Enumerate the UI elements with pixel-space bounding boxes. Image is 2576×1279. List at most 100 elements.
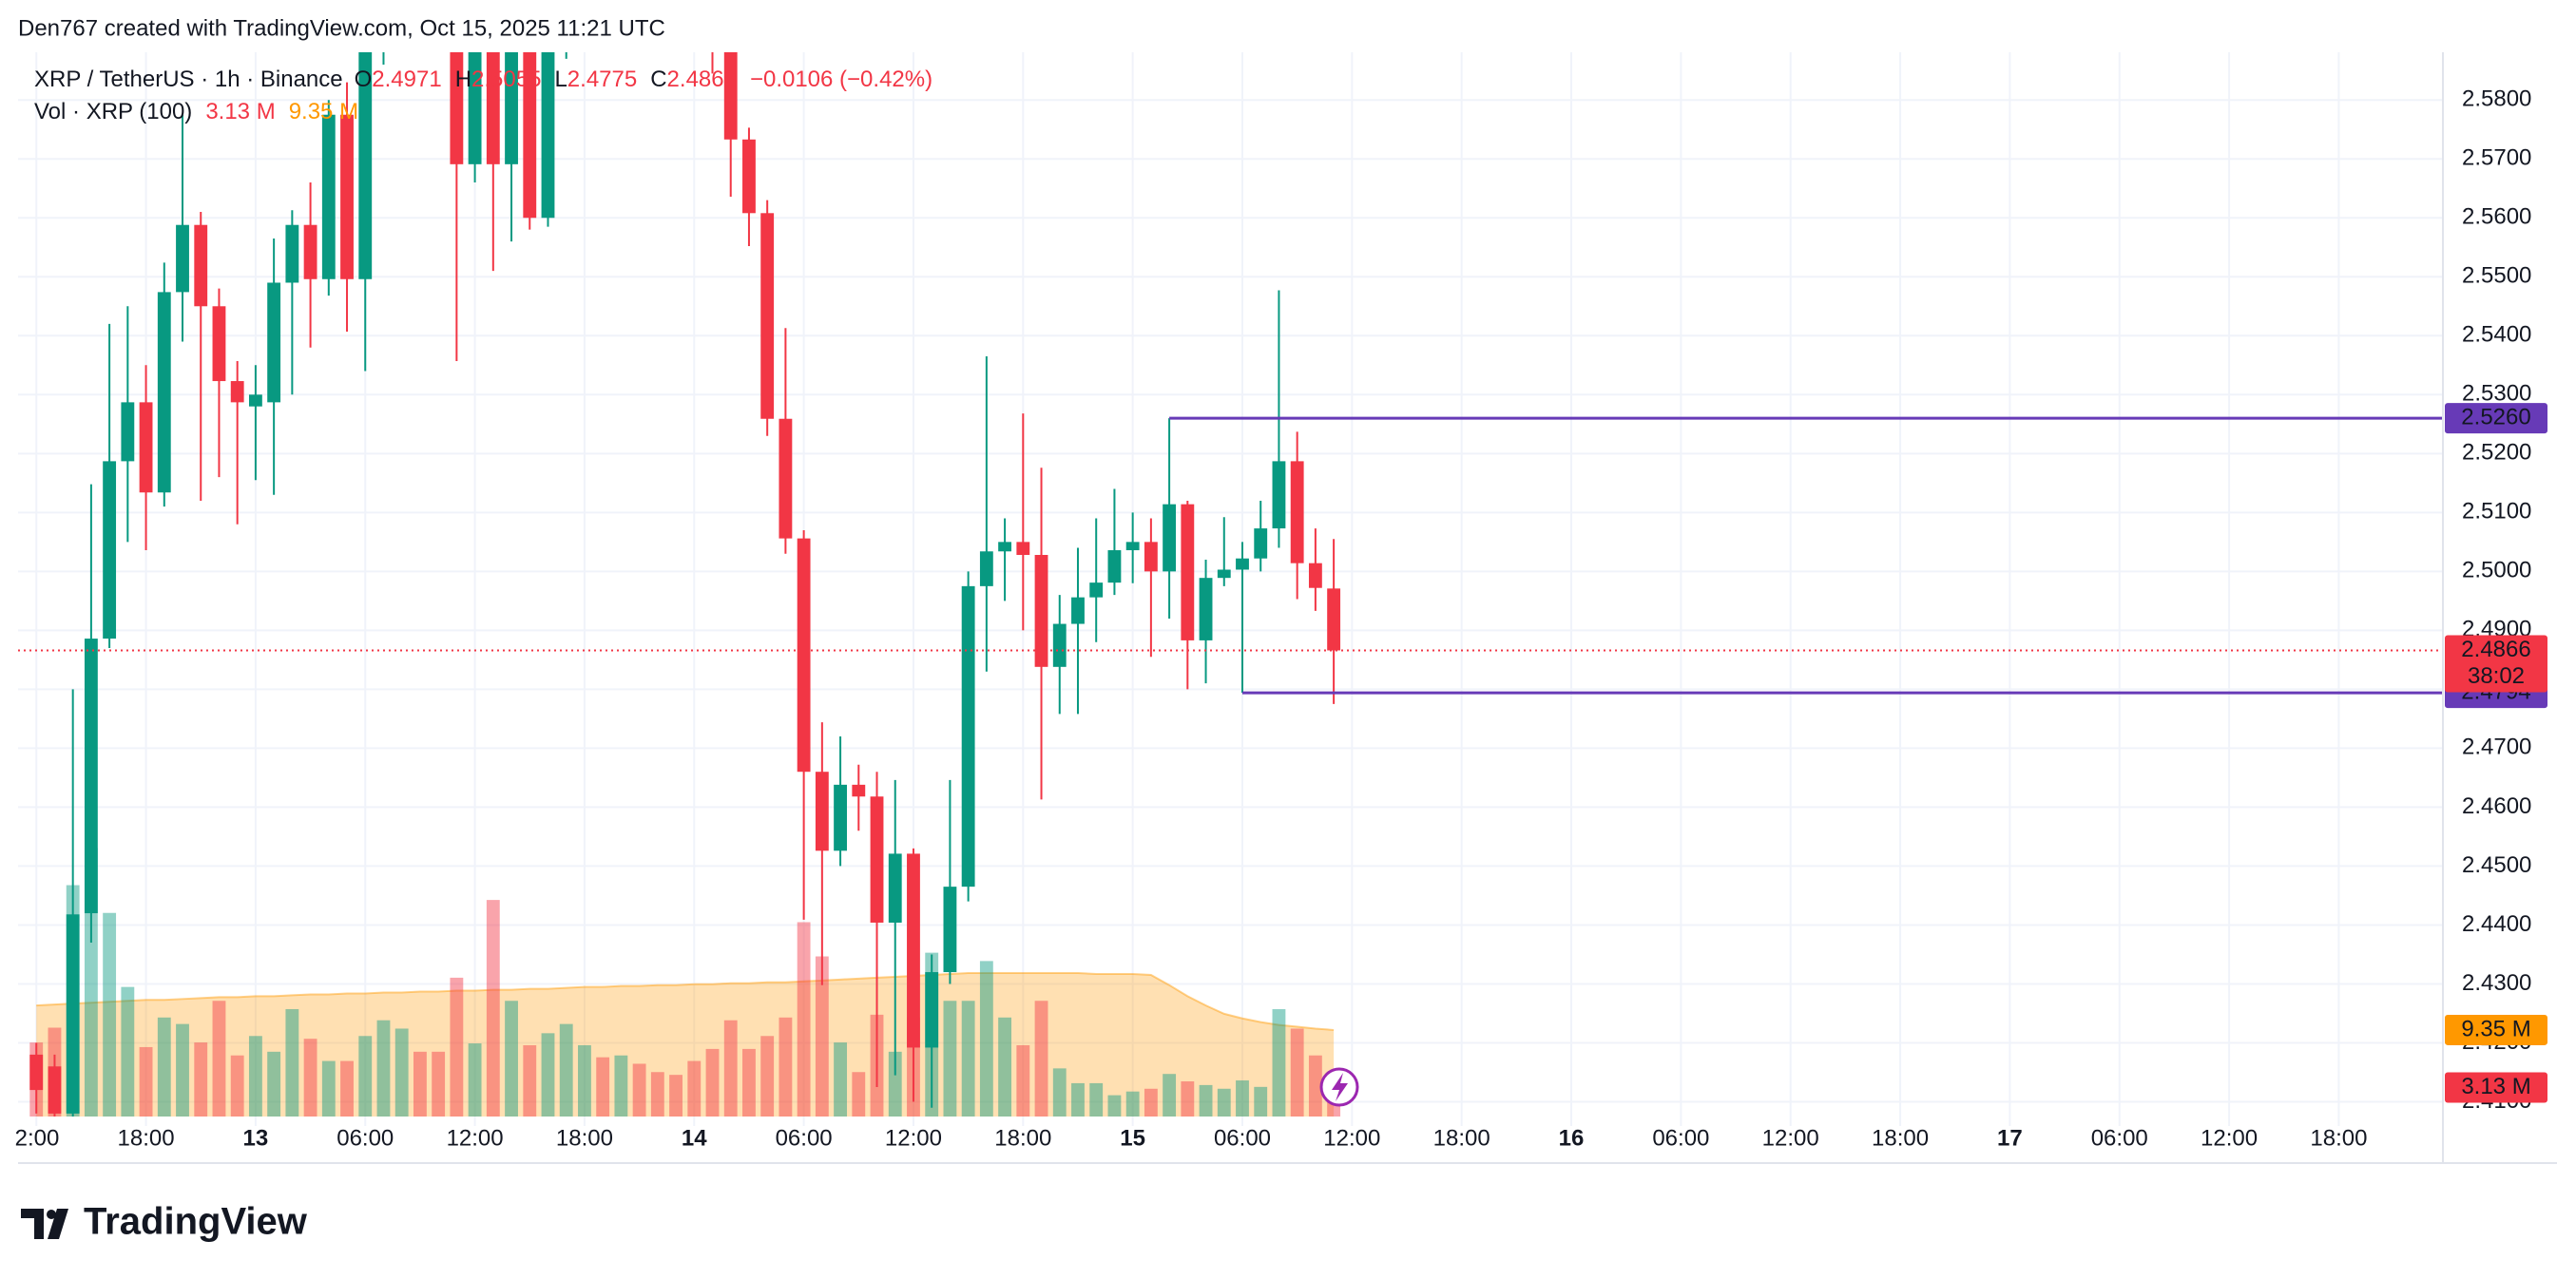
volume-bar: [797, 922, 811, 1117]
candle-body: [1144, 542, 1158, 572]
y-tick-label: 2.4300: [2462, 970, 2531, 996]
candle-body: [157, 292, 171, 493]
x-tick-label: 14: [682, 1125, 707, 1151]
candle-body: [486, 52, 500, 164]
volume-ma-line: [36, 972, 1335, 1031]
candle-body: [925, 972, 939, 1048]
candle-body: [66, 914, 80, 1114]
volume-bar: [139, 1046, 153, 1117]
legend-value: 2.4971: [372, 67, 441, 92]
volume-bar: [1144, 1088, 1158, 1117]
y-tick-label: 2.4600: [2462, 793, 2531, 819]
candle-body: [1308, 563, 1322, 588]
candle-body: [1236, 558, 1249, 570]
candle-body: [230, 381, 244, 403]
candle-body: [1016, 542, 1030, 555]
volume-bar: [212, 1001, 226, 1117]
candle-body: [870, 796, 884, 923]
candle-body: [121, 402, 135, 462]
x-tick-label: 12:00: [2201, 1125, 2258, 1151]
volume-legend-name: Vol · XRP (100): [34, 99, 192, 124]
candle-body: [779, 418, 793, 539]
volume-bar: [376, 1020, 391, 1117]
y-tick-label: 2.5100: [2462, 499, 2531, 525]
volume-bar: [450, 977, 464, 1117]
candle-body: [505, 52, 518, 164]
volume-bar: [1071, 1082, 1085, 1117]
volume-bar: [998, 1017, 1012, 1117]
volume-bar: [1052, 1068, 1067, 1117]
x-tick-label: 06:00: [2091, 1125, 2148, 1151]
y-tick-label: 2.5500: [2462, 263, 2531, 289]
x-tick-label: 12:00: [1323, 1125, 1380, 1151]
volume-bar: [1089, 1082, 1104, 1117]
volume-bar: [267, 1051, 281, 1117]
candle-body: [1089, 582, 1104, 598]
candle-body: [742, 139, 756, 214]
candle-body: [1327, 588, 1341, 651]
volume-bar: [340, 1060, 354, 1117]
x-tick-label: 13: [243, 1125, 269, 1151]
candle-body: [852, 784, 866, 797]
candle-body: [979, 551, 993, 586]
volume-bar: [1181, 1080, 1195, 1117]
volume-bar: [1236, 1080, 1249, 1117]
candle-body: [194, 224, 208, 307]
volume-badge: [2445, 1072, 2547, 1103]
volume-bar: [614, 1055, 628, 1117]
candle-body: [1272, 461, 1286, 529]
candle-body: [1199, 578, 1213, 640]
x-tick-label: 18:00: [1433, 1125, 1490, 1151]
volume-bar: [1290, 1028, 1304, 1117]
x-tick-label: 17: [1997, 1125, 2023, 1151]
legend: XRP / TetherUS · 1h · Binance O2.4971 H2.5…: [34, 67, 932, 92]
candle-body: [760, 213, 775, 419]
volume-bar: [103, 912, 117, 1117]
candle-body: [1125, 542, 1140, 551]
legend-value: 2.4775: [567, 67, 637, 92]
volume-bar: [1034, 1001, 1048, 1117]
volume-bar: [1308, 1055, 1322, 1117]
y-tick-label: 2.4400: [2462, 911, 2531, 937]
x-tick-label: 18:00: [118, 1125, 175, 1151]
candle-body: [139, 402, 153, 493]
candle-body: [1052, 623, 1067, 667]
volume-bar: [394, 1028, 409, 1117]
level-badge-label: 2.5260: [2461, 404, 2530, 430]
candle-body: [1217, 569, 1231, 579]
candle-body: [212, 306, 226, 382]
x-tick-label: 18:00: [994, 1125, 1051, 1151]
candle-body: [907, 853, 920, 1048]
legend-letter: C: [650, 67, 666, 92]
x-tick-label: 18:00: [1872, 1125, 1929, 1151]
candle-body: [1181, 504, 1195, 640]
volume-legend: Vol · XRP (100) 3.13 M 9.35 M: [34, 99, 358, 124]
volume-bar: [888, 1051, 902, 1117]
volume-bar: [1016, 1045, 1030, 1117]
x-tick-label: 12:00: [885, 1125, 942, 1151]
attribution: Den767 created with TradingView.com, Oct…: [18, 15, 665, 41]
volume-bar: [468, 1043, 482, 1117]
candle-body: [1071, 597, 1085, 624]
volume-bar: [505, 1001, 518, 1117]
volume-bar: [248, 1036, 262, 1117]
volume-bar: [632, 1063, 646, 1117]
candle-body: [340, 114, 354, 279]
candle-body: [888, 853, 902, 923]
volume-bar: [943, 1001, 957, 1117]
volume-bar: [1107, 1095, 1122, 1117]
candle-body: [29, 1054, 44, 1091]
volume-bar: [742, 1048, 756, 1117]
legend-change: −0.0106 (−0.42%): [750, 67, 932, 92]
x-tick-label: 18:00: [556, 1125, 613, 1151]
y-tick-label: 2.5300: [2462, 381, 2531, 407]
volume-bar: [961, 1001, 975, 1117]
candle-body: [84, 639, 98, 914]
x-tick-label: 15: [1120, 1125, 1145, 1151]
y-tick-label: 2.4500: [2462, 852, 2531, 878]
volume-bar: [723, 1020, 738, 1117]
volume-bar: [541, 1033, 555, 1117]
candle-body: [358, 52, 373, 279]
